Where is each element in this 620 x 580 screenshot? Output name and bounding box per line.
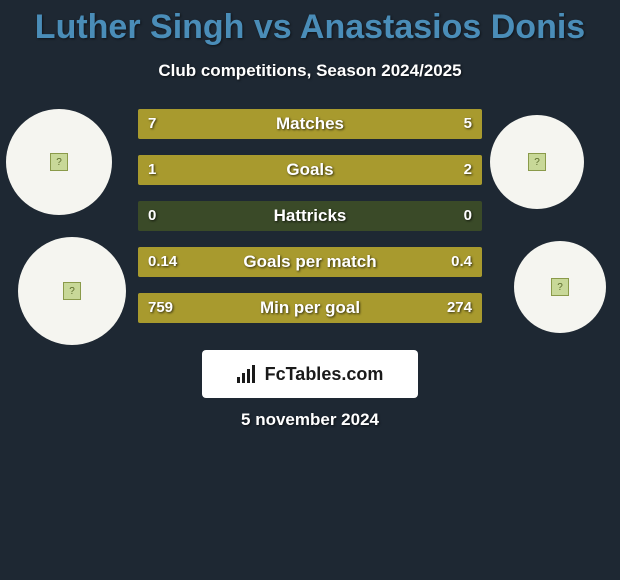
stat-label: Goals (138, 155, 482, 185)
player1-club-logo: ? (18, 237, 126, 345)
stat-row: 0 Hattricks 0 (138, 201, 482, 231)
stat-row: 759 Min per goal 274 (138, 293, 482, 323)
stat-row: 1 Goals 2 (138, 155, 482, 185)
player2-club-logo: ? (514, 241, 606, 333)
stat-value-right: 0 (464, 201, 472, 231)
player1-avatar: ? (6, 109, 112, 215)
image-placeholder-icon: ? (50, 153, 68, 171)
stat-label: Min per goal (138, 293, 482, 323)
stat-value-right: 5 (464, 109, 472, 139)
comparison-date: 5 november 2024 (0, 410, 620, 430)
stat-value-right: 2 (464, 155, 472, 185)
chart-icon (237, 365, 259, 383)
stat-row: 0.14 Goals per match 0.4 (138, 247, 482, 277)
image-placeholder-icon: ? (63, 282, 81, 300)
stat-label: Matches (138, 109, 482, 139)
image-placeholder-icon: ? (528, 153, 546, 171)
stat-value-right: 274 (447, 293, 472, 323)
branding-box: FcTables.com (202, 350, 418, 398)
player2-avatar: ? (490, 115, 584, 209)
branding-text: FcTables.com (265, 364, 384, 385)
comparison-subtitle: Club competitions, Season 2024/2025 (0, 61, 620, 81)
stats-bars: 7 Matches 5 1 Goals 2 0 Hattricks 0 0.14… (138, 109, 482, 339)
stat-label: Goals per match (138, 247, 482, 277)
stat-row: 7 Matches 5 (138, 109, 482, 139)
stat-value-right: 0.4 (451, 247, 472, 277)
image-placeholder-icon: ? (551, 278, 569, 296)
comparison-title: Luther Singh vs Anastasios Donis (0, 0, 620, 47)
stat-label: Hattricks (138, 201, 482, 231)
